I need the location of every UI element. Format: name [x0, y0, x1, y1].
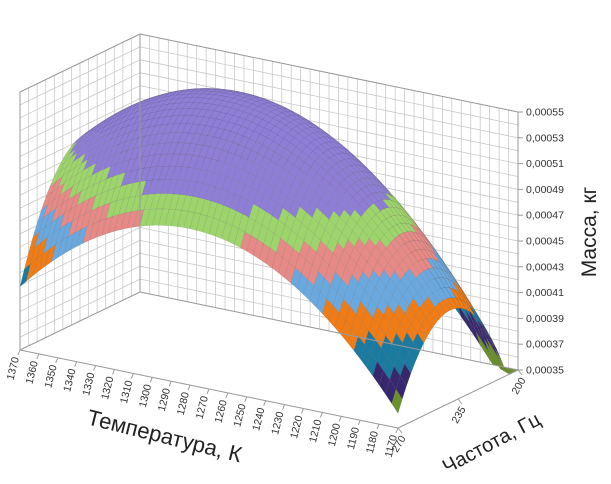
x-tick-mark	[93, 365, 97, 371]
y-tick-mark	[517, 369, 523, 376]
x-tick-mark	[149, 377, 153, 383]
back-wall-gridline	[139, 72, 519, 152]
side-wall-gridline	[19, 252, 141, 312]
x-tick-mark	[36, 353, 40, 360]
y-tick-label: 200	[509, 375, 528, 396]
x-tick-label: 1220	[288, 414, 305, 440]
frame-edge	[19, 33, 141, 93]
surface-cell	[400, 363, 412, 387]
x-tick-mark	[301, 408, 304, 414]
x-tick-label: 1310	[118, 379, 135, 405]
x-tick-mark	[112, 369, 115, 375]
x-tick-label: 1200	[326, 422, 343, 448]
side-wall-gridline	[19, 46, 141, 106]
x-tick-label: 1180	[364, 430, 381, 455]
y-tick-mark	[397, 427, 403, 434]
z-tick-label: 0,00041	[526, 287, 564, 299]
x-tick-label: 1320	[99, 375, 116, 401]
z-tick-label: 0,00043	[526, 261, 564, 273]
x-tick-mark	[74, 361, 78, 367]
side-wall-gridline	[19, 98, 141, 157]
x-tick-label: 1300	[137, 383, 154, 409]
y-tick-mark	[457, 398, 463, 405]
x-tick-mark	[225, 392, 229, 399]
x-tick-mark	[395, 427, 399, 434]
side-wall-gridline	[19, 59, 141, 119]
x-tick-label: 1280	[175, 391, 192, 417]
x-tick-mark	[187, 384, 191, 391]
surface-mesh	[19, 88, 519, 414]
x-tick-label: 1240	[250, 406, 267, 432]
x-tick-mark	[55, 357, 59, 363]
x-tick-mark	[130, 373, 134, 379]
x-tick-label: 1370	[5, 356, 22, 382]
y-tick-label: 235	[449, 404, 468, 425]
side-wall-gridline	[19, 240, 141, 299]
x-tick-label: 1290	[156, 387, 173, 413]
x-tick-label: 1230	[269, 410, 286, 436]
surface-cell	[395, 375, 407, 400]
z-tick-label: 0,00039	[526, 313, 564, 325]
side-wall-gridline	[19, 85, 141, 144]
x-tick-mark	[168, 381, 172, 387]
x-tick-label: 1340	[61, 367, 78, 393]
x-tick-mark	[282, 404, 286, 410]
x-tick-label: 1360	[24, 360, 41, 386]
x-tick-label: 1250	[231, 402, 248, 428]
side-wall-gridline	[19, 72, 141, 132]
x-tick-mark	[17, 349, 21, 356]
back-wall-gridline	[139, 59, 519, 139]
x-tick-mark	[319, 412, 323, 418]
x-tick-mark	[357, 420, 361, 426]
z-tick-label: 0,00049	[526, 184, 564, 196]
z-tick-label: 0,00053	[526, 132, 564, 144]
side-wall-gridline	[19, 227, 141, 286]
side-wall-gridline	[19, 265, 141, 325]
x-tick-mark	[244, 396, 248, 402]
back-wall-gridline	[139, 46, 519, 126]
z-tick-label: 0,00051	[526, 158, 564, 170]
side-wall-gridline	[19, 278, 141, 338]
x-tick-mark	[206, 388, 210, 395]
x-tick-mark	[376, 423, 380, 430]
x-tick-label: 1330	[80, 371, 97, 397]
x-tick-label: 1260	[213, 399, 230, 425]
x-tick-label: 1270	[194, 395, 211, 421]
x-tick-label: 1190	[345, 426, 362, 451]
z-axis-ticks: 0,00055 0,00053 0,00051 0,00049 0,00047 0,000…	[518, 107, 564, 377]
z-tick-label: 0,00037	[526, 339, 564, 351]
surface-cell	[438, 300, 450, 314]
frame-edge	[139, 291, 519, 371]
z-tick-label: 0,00055	[526, 107, 564, 119]
z-tick-label: 0,00045	[526, 236, 564, 248]
x-axis-ticks: 1370 1360 1350 1340 1330 1320 1310 1300 1290 1280…	[5, 349, 400, 459]
surface-cell	[391, 388, 403, 414]
frame-edge	[139, 33, 519, 113]
x-tick-mark	[263, 400, 267, 406]
x-tick-label: 1210	[307, 418, 324, 444]
surface-cell	[494, 347, 506, 370]
z-tick-label: 0,00035	[526, 365, 564, 377]
x-tick-label: 1350	[42, 363, 59, 389]
surface-cell	[468, 305, 480, 321]
x-tick-label: 1170	[383, 434, 400, 459]
z-axis-title: Масса, кг	[578, 186, 601, 277]
x-tick-mark	[338, 416, 342, 422]
z-tick-label: 0,00047	[526, 210, 564, 222]
frame-edge	[19, 291, 141, 351]
